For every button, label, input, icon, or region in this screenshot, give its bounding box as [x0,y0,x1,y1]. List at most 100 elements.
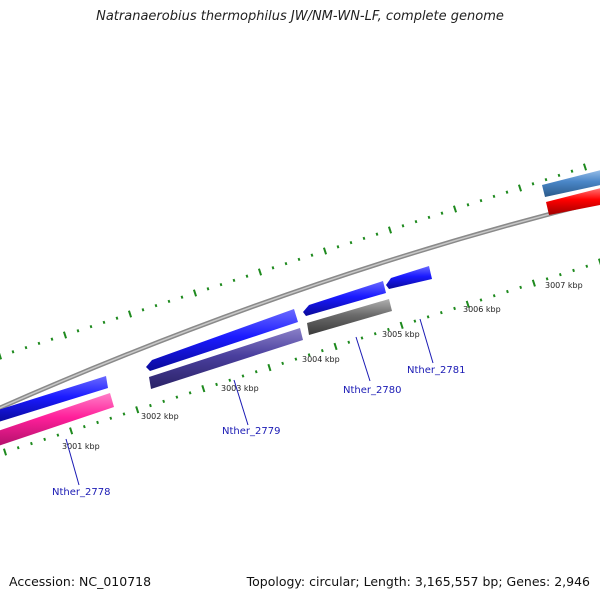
minor-tick [188,391,192,395]
cds-forward-feature[interactable] [0,376,108,423]
cds-reverse-purple-feature[interactable] [149,328,303,389]
major-tick [62,331,68,339]
major-tick [0,352,3,360]
minor-tick [558,273,562,277]
minor-tick [56,433,60,437]
minor-tick [76,329,80,333]
minor-tick [373,332,377,336]
minor-tick [82,425,86,429]
minor-tick [228,378,232,382]
cds-reverse-arrow-feature[interactable] [303,281,386,316]
minor-tick [43,437,47,441]
minor-tick [439,311,443,315]
kbp-label: 3007 kbp [545,281,583,290]
minor-tick [519,285,523,289]
minor-tick [505,190,509,194]
minor-tick [294,357,298,361]
kbp-label: 3002 kbp [141,412,179,421]
major-tick [267,363,272,372]
minor-tick [585,264,589,268]
major-tick [257,268,263,276]
major-tick [333,342,338,351]
cds-reverse-arrow-feature[interactable] [386,266,432,289]
gene-label-nther-2778[interactable]: Nther_2778 [52,487,110,498]
gene-steelblue-feature[interactable] [542,169,600,197]
minor-tick [545,277,549,281]
minor-tick [375,232,379,236]
minor-tick [531,182,535,186]
minor-tick [427,215,431,220]
minor-tick [24,345,28,350]
major-tick [192,289,198,297]
genome-summary-text: Topology: circular; Length: 3,165,557 bp… [246,574,590,589]
gene-features [0,169,600,447]
kbp-label: 3001 kbp [62,442,100,451]
minor-tick [271,266,275,270]
minor-tick [206,287,210,291]
major-tick [69,427,74,435]
gene-grey-feature[interactable] [307,299,392,335]
minor-tick [466,203,470,207]
minor-tick [167,299,171,304]
major-tick [322,247,328,255]
minor-tick [362,236,366,241]
minor-tick [297,257,301,262]
minor-tick [347,340,351,344]
minor-tick [215,382,218,387]
major-tick [582,163,588,171]
minor-tick [453,306,456,311]
minor-tick [245,274,249,278]
cds-reverse-arrow-feature[interactable] [146,309,298,371]
minor-tick [360,336,364,340]
major-tick [452,205,458,213]
major-tick [399,321,404,329]
minor-tick [492,294,496,298]
minor-tick [115,316,119,320]
minor-tick [180,295,184,299]
minor-tick [310,253,314,257]
minor-tick [241,374,245,378]
accession-text: Accession: NC_010718 [9,574,152,589]
minor-tick [479,198,483,203]
minor-tick [320,349,324,353]
gene-label-nther-2779[interactable]: Nther_2779 [222,426,280,437]
major-tick [387,226,393,234]
minor-tick [284,261,288,266]
minor-tick [175,395,179,399]
gene-label-nther-2781[interactable]: Nther_2781 [407,365,465,376]
minor-tick [307,353,311,357]
minor-tick [89,324,93,329]
minor-tick [219,282,223,287]
minor-tick [479,298,483,302]
major-tick [597,258,600,266]
major-tick [531,279,536,287]
major-tick [465,300,470,308]
minor-tick [426,315,430,319]
minor-tick [154,303,158,308]
minor-tick [413,319,417,323]
minor-tick [387,327,390,332]
minor-tick [570,169,574,173]
minor-tick [109,416,113,420]
minor-tick [232,278,236,283]
minor-tick [16,446,20,450]
minor-tick [336,245,340,249]
minor-tick [544,177,548,182]
gene-labels: Nther_2778 Nther_2779 Nther_2780 Nther_2… [52,365,465,498]
major-tick [201,385,206,393]
minor-tick [349,240,353,245]
minor-tick [572,268,575,273]
major-tick [517,184,523,192]
minor-tick [492,194,496,199]
genome-backbone [0,198,600,411]
gene-label-nther-2780[interactable]: Nther_2780 [343,385,401,396]
gene-red-feature[interactable] [546,187,600,215]
minor-tick [96,420,99,425]
minor-tick [11,350,15,354]
kbp-label: 3005 kbp [382,330,420,339]
minor-tick [506,289,509,294]
gene-label-leaders [65,318,434,486]
minor-tick [281,361,285,365]
gene-pink-feature[interactable] [0,393,114,447]
